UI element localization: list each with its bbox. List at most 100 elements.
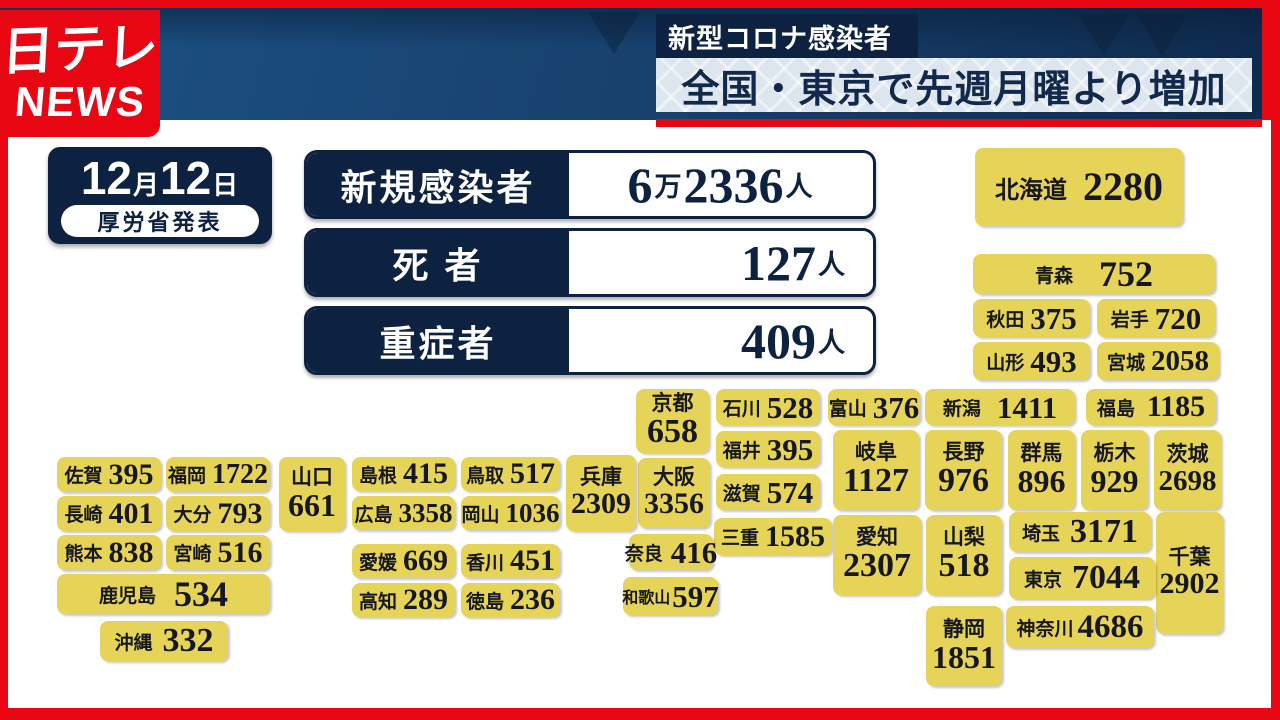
pref-山口: 山口 661	[279, 457, 345, 531]
stat-value-number: 409	[741, 312, 816, 369]
pref-徳島: 徳島 236	[461, 583, 560, 617]
stat-value-unit: 万	[654, 172, 682, 202]
pref-三重: 三重 1585	[714, 518, 832, 555]
pref-name: 宮崎	[173, 544, 212, 565]
pref-name: 鳥取	[465, 465, 504, 487]
pref-value: 516	[217, 535, 263, 569]
pref-value: 534	[174, 574, 228, 614]
pref-name: 静岡	[943, 617, 985, 641]
pref-value: 416	[670, 534, 718, 570]
pref-value: 1851	[932, 639, 996, 676]
pref-高知: 高知 289	[352, 583, 455, 617]
pref-value: 2902	[1159, 567, 1220, 601]
pref-name: 奈良	[624, 543, 663, 565]
date-badge: 12 月 12 日 厚労省発表	[48, 147, 272, 244]
pref-name: 北海道	[995, 176, 1067, 204]
pref-value: 332	[162, 622, 214, 659]
pref-value: 528	[766, 389, 814, 425]
pref-name: 神奈川	[1016, 618, 1074, 640]
pref-秋田: 秋田 375	[973, 299, 1090, 337]
pref-和歌山: 和歌山 597	[622, 577, 719, 615]
stat-label: 死 者	[307, 231, 569, 294]
pref-鳥取: 鳥取 517	[461, 457, 560, 491]
stat-label: 重症者	[307, 309, 569, 372]
pref-value: 658	[647, 413, 698, 451]
pref-沖縄: 沖縄 332	[100, 621, 228, 661]
pref-value: 1411	[996, 389, 1058, 425]
pref-value: 976	[938, 462, 989, 500]
source-label: 厚労省発表	[61, 204, 259, 237]
stat-value-unit: 人	[785, 172, 813, 202]
pref-北海道: 北海道 2280	[975, 148, 1183, 226]
pref-name: 山梨	[943, 525, 985, 549]
date-part: 月	[132, 169, 159, 200]
pref-value: 493	[1030, 343, 1077, 379]
pref-香川: 香川 451	[461, 544, 560, 578]
pref-name: 愛媛	[358, 552, 397, 574]
pref-value: 1585	[765, 519, 825, 553]
stat-value-number: 2336	[683, 156, 784, 213]
banner-underline	[656, 119, 1262, 127]
pref-value: 2698	[1158, 464, 1217, 497]
pref-value: 2058	[1151, 344, 1209, 377]
pref-name: 茨城	[1166, 443, 1209, 467]
pref-群馬: 群馬 896	[1008, 430, 1075, 510]
pref-value: 289	[403, 583, 448, 616]
pref-value: 1036	[505, 497, 560, 528]
pref-name: 高知	[358, 591, 397, 613]
pref-name: 山形	[986, 352, 1025, 374]
pref-name: 福井	[722, 440, 761, 462]
pref-value: 451	[510, 544, 555, 577]
pref-茨城: 茨城 2698	[1154, 430, 1221, 510]
pref-山形: 山形 493	[973, 342, 1090, 380]
pref-value: 3358	[398, 497, 453, 528]
pref-佐賀: 佐賀 395	[57, 457, 161, 492]
pref-静岡: 静岡 1851	[926, 606, 1002, 686]
pref-name: 長崎	[64, 505, 103, 526]
pref-value: 669	[403, 544, 448, 577]
pref-福島: 福島 1185	[1086, 389, 1216, 425]
pref-name: 石川	[722, 398, 761, 420]
pref-name: 東京	[1023, 569, 1062, 591]
pref-大分: 大分 793	[166, 496, 270, 531]
pref-name: 京都	[651, 391, 694, 415]
pref-value: 3171	[1070, 513, 1138, 550]
stat-value: 409 人	[569, 309, 873, 372]
pref-神奈川: 神奈川 4686	[1006, 606, 1154, 648]
pref-name: 兵庫	[580, 465, 622, 489]
pref-name: 島根	[358, 465, 397, 487]
pref-name: 和歌山	[622, 590, 671, 607]
pref-name: 福島	[1096, 398, 1135, 420]
kicker-title: 新型コロナ感染者	[656, 14, 918, 58]
pref-value: 395	[766, 431, 814, 467]
pref-熊本: 熊本 838	[57, 535, 161, 570]
date-text: 12 月 12 日	[81, 155, 239, 201]
pref-value: 376	[872, 389, 920, 425]
logo-news-text: NEWS	[12, 78, 148, 125]
pref-value: 518	[938, 547, 990, 585]
pref-岡山: 岡山 1036	[461, 496, 560, 530]
pref-愛知: 愛知 2307	[833, 515, 921, 595]
stat-value: 6 万 2336 人	[569, 153, 873, 216]
stat-value: 127 人	[569, 231, 873, 294]
pref-千葉: 千葉 2902	[1156, 512, 1223, 634]
pref-value: 401	[108, 496, 154, 530]
stat-value-number: 127	[741, 234, 816, 291]
pref-name: 香川	[465, 552, 504, 574]
stat-row: 死 者 127 人	[304, 228, 876, 297]
pref-value: 661	[288, 487, 336, 524]
pref-name: 愛知	[856, 525, 898, 549]
pref-name: 熊本	[64, 544, 103, 565]
pref-富山: 富山 376	[828, 389, 920, 425]
pref-value: 574	[766, 474, 814, 510]
pref-青森: 青森 752	[973, 254, 1215, 294]
pref-長野: 長野 976	[925, 430, 1002, 510]
pref-name: 滋賀	[722, 483, 761, 505]
pref-name: 山口	[291, 465, 333, 489]
pref-岩手: 岩手 720	[1097, 299, 1215, 337]
pref-value: 236	[510, 583, 555, 616]
pref-name: 大阪	[653, 465, 695, 489]
pref-value: 2307	[843, 547, 911, 585]
pref-name: 岡山	[461, 504, 500, 526]
